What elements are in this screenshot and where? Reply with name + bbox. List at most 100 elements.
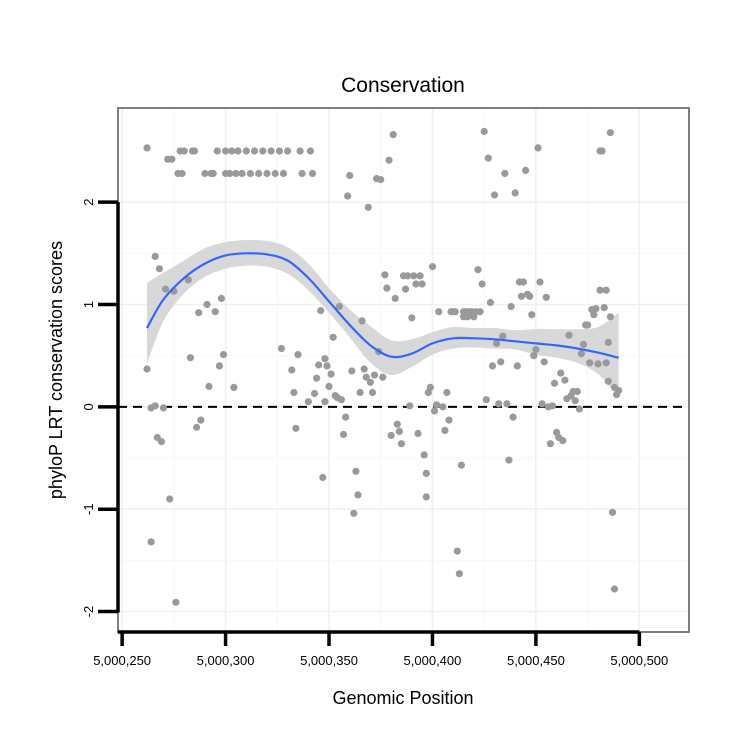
data-point: [428, 263, 437, 271]
x-tick-label: 5,000,500: [610, 653, 668, 668]
data-point: [304, 398, 312, 406]
data-point: [602, 286, 610, 294]
data-point: [246, 169, 254, 178]
data-point: [391, 294, 399, 302]
data-point: [325, 382, 333, 390]
data-point: [592, 305, 600, 313]
data-point: [294, 351, 302, 359]
data-point: [337, 396, 345, 404]
data-point: [604, 338, 612, 346]
data-point: [315, 361, 323, 369]
data-point: [319, 473, 327, 482]
data-point: [606, 313, 615, 321]
data-point: [561, 376, 569, 384]
data-point: [190, 147, 199, 155]
x-axis: 5,000,250 5,000,300 5,000,350 5,000,400 5,00…: [93, 630, 668, 668]
data-point: [377, 176, 385, 184]
data-point: [226, 169, 234, 178]
data-point: [370, 371, 379, 379]
data-point: [321, 355, 329, 363]
data-point: [329, 333, 337, 341]
data-point: [219, 351, 228, 359]
data-point: [453, 547, 461, 555]
data-point: [435, 308, 443, 316]
data-point: [172, 598, 180, 606]
data-point: [360, 365, 368, 373]
data-point: [162, 285, 170, 293]
data-point: [480, 127, 488, 136]
x-tick-label: 5,000,300: [197, 653, 255, 668]
data-point: [606, 129, 615, 137]
smooth-line: [146, 252, 619, 359]
data-point: [410, 272, 418, 280]
data-point: [422, 469, 430, 477]
data-point: [228, 147, 236, 155]
data-point: [298, 169, 306, 178]
data-point: [232, 169, 240, 178]
data-point: [308, 169, 317, 178]
data-point: [263, 169, 271, 178]
data-point: [364, 203, 372, 211]
confidence-band: [147, 239, 619, 397]
data-point: [197, 416, 205, 424]
data-point: [393, 420, 401, 428]
chart-title: Conservation: [341, 74, 465, 97]
y-tick-label: -2: [81, 606, 96, 618]
data-point: [288, 366, 296, 374]
data-point: [166, 495, 174, 503]
data-point: [509, 413, 517, 421]
data-point: [418, 280, 426, 288]
y-tick-label: 2: [81, 199, 96, 206]
data-point: [143, 365, 151, 373]
data-point: [598, 147, 606, 155]
data-point: [532, 345, 540, 354]
data-point: [571, 397, 579, 405]
data-point: [292, 424, 300, 432]
data-point: [615, 386, 623, 395]
data-point: [414, 429, 422, 438]
data-point: [493, 339, 501, 347]
data-point: [387, 431, 395, 440]
data-point: [275, 147, 283, 155]
data-point: [358, 317, 366, 325]
data-point: [476, 308, 484, 316]
data-point: [321, 398, 329, 406]
data-point: [610, 585, 619, 593]
data-point: [255, 169, 263, 178]
data-point: [242, 147, 250, 155]
data-point: [433, 401, 441, 409]
data-point: [335, 302, 343, 311]
data-point: [211, 308, 219, 316]
data-point: [395, 427, 403, 435]
data-point: [590, 311, 598, 319]
data-point: [385, 156, 393, 164]
data-point: [402, 285, 410, 293]
data-point: [352, 467, 360, 475]
data-point: [507, 302, 515, 311]
data-point: [482, 396, 490, 404]
data-point: [155, 265, 163, 273]
data-point: [557, 369, 565, 377]
data-point: [406, 402, 414, 410]
data-point: [540, 358, 548, 366]
data-point: [451, 308, 459, 316]
data-point: [151, 252, 159, 260]
data-point: [151, 402, 159, 410]
data-point: [306, 147, 314, 155]
data-point: [573, 387, 581, 396]
data-point: [536, 278, 544, 286]
data-point: [209, 169, 217, 178]
data-point: [579, 340, 588, 348]
smooth-curve: [146, 252, 619, 359]
y-tick-label: 1: [81, 301, 96, 308]
data-point: [542, 293, 550, 301]
data-point: [271, 169, 279, 178]
data-point: [495, 400, 503, 408]
data-point: [559, 437, 567, 445]
data-point: [420, 451, 428, 459]
data-point: [505, 456, 513, 464]
data-point: [238, 169, 246, 178]
data-point: [422, 493, 430, 501]
data-point: [178, 169, 186, 178]
